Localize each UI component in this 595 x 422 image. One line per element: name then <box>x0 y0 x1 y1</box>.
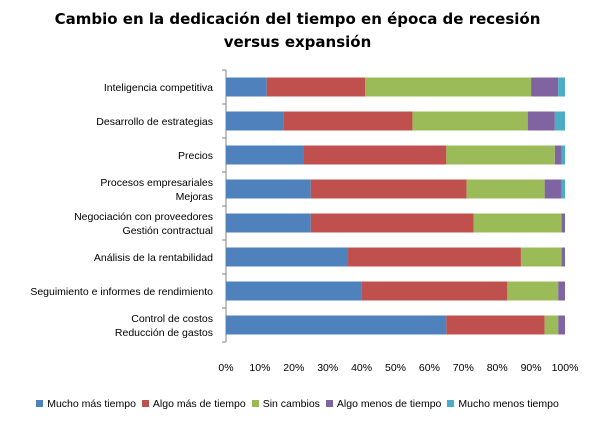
legend-label: Algo más de tiempo <box>152 398 246 410</box>
x-tick-label: 0% <box>218 362 233 374</box>
legend-label: Mucho más tiempo <box>47 398 136 410</box>
bar-segment <box>446 315 545 335</box>
bar-segment <box>364 77 532 97</box>
category-label: Gestión contractual <box>123 225 213 237</box>
bar-segment <box>544 315 559 335</box>
category-labels: Inteligencia competitiva Desarrollo de es… <box>30 82 213 339</box>
x-tick-label: 70% <box>453 362 474 374</box>
plot-area <box>222 69 227 343</box>
category-label: Desarrollo de estrategias <box>96 116 213 128</box>
bar-segment <box>527 111 555 131</box>
bar-segment <box>412 111 528 131</box>
legend-swatch <box>141 400 149 407</box>
legend-item: Mucho menos tiempo <box>447 398 559 410</box>
chart-title-line-1: Cambio en la dedicación del tiempo en ép… <box>54 10 541 28</box>
bar-segment <box>226 77 267 97</box>
bar-segment <box>310 179 467 199</box>
x-tick-label: 90% <box>521 362 542 374</box>
bar-segment <box>520 247 562 267</box>
bar-segment <box>554 145 562 165</box>
x-tick-label: 60% <box>419 362 440 374</box>
category-label: Control de costos <box>131 313 213 325</box>
bar-segment <box>561 247 565 267</box>
bar-segment <box>283 111 413 131</box>
bar-segment <box>554 111 565 131</box>
chart-title: Cambio en la dedicación del tiempo en ép… <box>0 8 595 54</box>
category-label: Reducción de gastos <box>115 327 213 339</box>
bar-segment <box>226 213 311 233</box>
legend-swatch <box>36 400 44 407</box>
x-tick-label: 20% <box>283 362 304 374</box>
bar-segment <box>266 77 365 97</box>
x-tick-label: 50% <box>385 362 406 374</box>
bar-segment <box>310 213 474 233</box>
x-axis-ticks: 0% 10% 20% 30% 40% 50% 60% 70% 80% 90% 100% <box>218 362 578 374</box>
bar-segment <box>361 281 508 301</box>
category-label: Seguimiento e informes de rendimiento <box>30 286 213 298</box>
bar-segment <box>348 247 521 267</box>
bar-segment <box>226 145 304 165</box>
bar-segment <box>558 315 565 335</box>
bar-segment <box>531 77 559 97</box>
legend-swatch <box>251 400 259 407</box>
bar-segment <box>507 281 559 301</box>
bar-group <box>226 77 565 335</box>
legend-label: Algo menos de tiempo <box>336 398 442 410</box>
category-label: Procesos empresariales <box>100 177 213 189</box>
category-label: Análisis de la rentabilidad <box>94 252 213 264</box>
bar-segment <box>446 145 555 165</box>
x-tick-label: 10% <box>249 362 270 374</box>
chart-title-line-2: versus expansión <box>223 33 372 51</box>
legend-label: Mucho menos tiempo <box>458 398 559 410</box>
bar-segment <box>561 213 565 233</box>
x-tick-label: 30% <box>317 362 338 374</box>
legend-item: Algo más de tiempo <box>141 398 246 410</box>
legend-item: Algo menos de tiempo <box>325 398 442 410</box>
category-label: Inteligencia competitiva <box>104 82 213 94</box>
bar-segment <box>544 179 562 199</box>
x-tick-label: 100% <box>552 362 579 374</box>
bar-segment <box>558 281 565 301</box>
x-tick-label: 40% <box>351 362 372 374</box>
bar-segment <box>226 315 447 335</box>
bar-segment <box>226 179 311 199</box>
legend-item: Mucho más tiempo <box>36 398 136 410</box>
x-tick-label: 80% <box>487 362 508 374</box>
legend-item: Sin cambios <box>251 398 320 410</box>
category-label: Negociación con proveedores <box>74 211 213 223</box>
bar-segment <box>561 179 565 199</box>
legend: Mucho más tiempo Algo más de tiempo Sin ca… <box>0 398 595 410</box>
bar-segment <box>226 111 284 131</box>
bar-segment <box>226 281 362 301</box>
bar-segment <box>466 179 545 199</box>
category-label: Mejoras <box>176 191 213 203</box>
legend-swatch <box>325 400 333 407</box>
legend-swatch <box>447 400 455 407</box>
bar-segment <box>561 145 565 165</box>
bar-segment <box>226 247 349 267</box>
category-label: Precios <box>178 150 213 162</box>
legend-label: Sin cambios <box>262 398 320 410</box>
bar-segment <box>558 77 565 97</box>
bar-segment <box>473 213 562 233</box>
bar-segment <box>303 145 447 165</box>
